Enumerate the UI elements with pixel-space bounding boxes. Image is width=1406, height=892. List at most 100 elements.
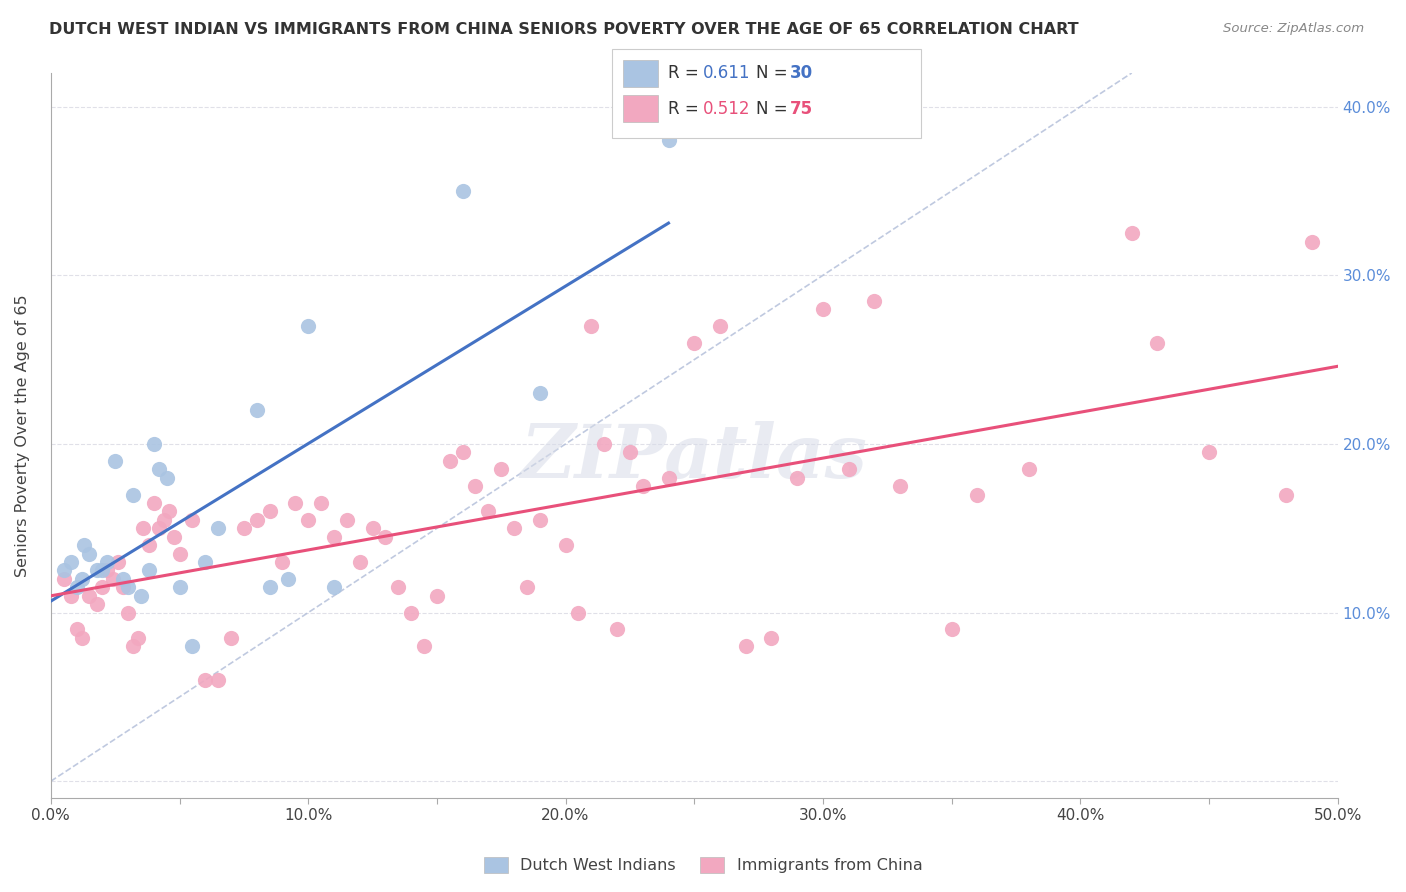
Point — [207, 521, 229, 535]
Y-axis label: Seniors Poverty Over the Age of 65: Seniors Poverty Over the Age of 65 — [15, 294, 30, 577]
Point — [169, 580, 191, 594]
Text: 75: 75 — [790, 100, 813, 118]
Point — [157, 504, 180, 518]
Point — [122, 487, 145, 501]
Point — [477, 504, 499, 518]
Point — [631, 479, 654, 493]
Point — [138, 538, 160, 552]
Point — [70, 572, 93, 586]
Point — [232, 521, 254, 535]
Point — [259, 580, 281, 594]
Point — [683, 335, 706, 350]
Point — [246, 513, 269, 527]
Point — [142, 437, 165, 451]
Point — [73, 538, 96, 552]
Point — [439, 454, 461, 468]
Point — [761, 631, 783, 645]
Point — [207, 673, 229, 687]
Text: 0.512: 0.512 — [703, 100, 751, 118]
Text: 0.611: 0.611 — [703, 64, 751, 82]
Text: 30: 30 — [790, 64, 813, 82]
Point — [194, 673, 217, 687]
Point — [489, 462, 512, 476]
Point — [516, 580, 538, 594]
Point — [323, 580, 346, 594]
Point — [111, 580, 134, 594]
Point — [387, 580, 409, 594]
Point — [142, 496, 165, 510]
Point — [117, 606, 139, 620]
Point — [111, 572, 134, 586]
Point — [567, 606, 589, 620]
Point — [104, 454, 127, 468]
Point — [169, 547, 191, 561]
Point — [734, 640, 756, 654]
Text: N =: N = — [756, 64, 793, 82]
Point — [96, 563, 118, 577]
Point — [863, 293, 886, 308]
Point — [361, 521, 384, 535]
Legend: Dutch West Indians, Immigrants from China: Dutch West Indians, Immigrants from Chin… — [477, 850, 929, 880]
Point — [323, 530, 346, 544]
Point — [1121, 226, 1143, 240]
Point — [70, 631, 93, 645]
Text: DUTCH WEST INDIAN VS IMMIGRANTS FROM CHINA SENIORS POVERTY OVER THE AGE OF 65 CO: DUTCH WEST INDIAN VS IMMIGRANTS FROM CHI… — [49, 22, 1078, 37]
Point — [86, 563, 108, 577]
Point — [91, 580, 114, 594]
Point — [163, 530, 186, 544]
Point — [451, 184, 474, 198]
Point — [451, 445, 474, 459]
Point — [271, 555, 294, 569]
Point — [60, 555, 83, 569]
Point — [657, 471, 679, 485]
Point — [838, 462, 860, 476]
Text: N =: N = — [756, 100, 793, 118]
Point — [153, 513, 176, 527]
Point — [503, 521, 526, 535]
Point — [336, 513, 359, 527]
Point — [297, 318, 319, 333]
Point — [529, 513, 551, 527]
Point — [284, 496, 307, 510]
Point — [581, 318, 603, 333]
Point — [277, 572, 299, 586]
Point — [156, 471, 179, 485]
Point — [619, 445, 641, 459]
Point — [593, 437, 616, 451]
Point — [86, 597, 108, 611]
Point — [91, 563, 114, 577]
Point — [181, 513, 204, 527]
Point — [246, 403, 269, 417]
Point — [786, 471, 808, 485]
Point — [1018, 462, 1040, 476]
Point — [413, 640, 436, 654]
Point — [374, 530, 396, 544]
Point — [107, 555, 129, 569]
Point — [297, 513, 319, 527]
Point — [122, 640, 145, 654]
Text: Source: ZipAtlas.com: Source: ZipAtlas.com — [1223, 22, 1364, 36]
Point — [65, 623, 87, 637]
Point — [606, 623, 628, 637]
Point — [309, 496, 332, 510]
Text: R =: R = — [668, 64, 704, 82]
Point — [1146, 335, 1168, 350]
Text: R =: R = — [668, 100, 704, 118]
Point — [349, 555, 371, 569]
Point — [399, 606, 422, 620]
Point — [1301, 235, 1323, 249]
Point — [529, 386, 551, 401]
Point — [101, 572, 124, 586]
Point — [65, 580, 87, 594]
Point — [464, 479, 486, 493]
Point — [79, 589, 101, 603]
Point — [181, 640, 204, 654]
Point — [127, 631, 149, 645]
Point — [709, 318, 731, 333]
Text: ZIPatlas: ZIPatlas — [520, 421, 868, 493]
Point — [811, 301, 834, 316]
Point — [79, 547, 101, 561]
Point — [52, 563, 75, 577]
Point — [259, 504, 281, 518]
Point — [138, 563, 160, 577]
